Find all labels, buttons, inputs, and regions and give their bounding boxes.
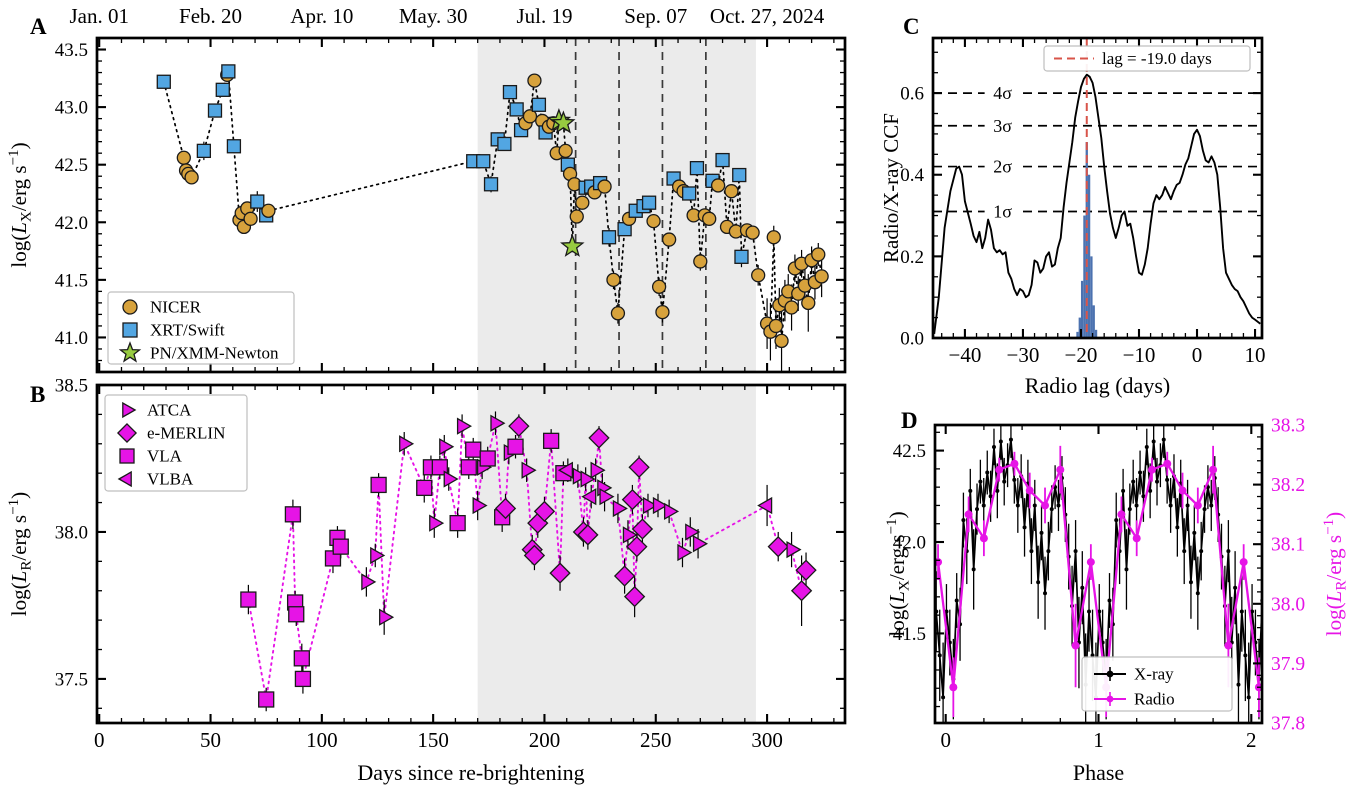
legend-label: e-MERLIN xyxy=(147,424,225,443)
x-axis-title: Radio lag (days) xyxy=(1025,373,1170,398)
tick-label: 37.5 xyxy=(55,669,88,690)
ccf-curve xyxy=(933,73,1261,335)
date-tick-label: Oct. 27, 2024 xyxy=(710,4,825,28)
tick-label: 0 xyxy=(940,728,951,752)
legend-label: PN/XMM-Newton xyxy=(150,344,279,363)
tick-label: 41.0 xyxy=(55,328,88,349)
tick-label: 0.6 xyxy=(900,84,924,105)
y-axis-title-right: log(LR/erg s−1) xyxy=(1321,512,1350,636)
tick-label: 0.0 xyxy=(900,329,924,350)
tick-label: 50 xyxy=(200,728,221,752)
series-a xyxy=(156,64,829,372)
sigma-label: 1σ xyxy=(993,201,1012,221)
legend-label: ATCA xyxy=(147,401,192,420)
legend-c: lag = -19.0 days xyxy=(1043,45,1251,72)
panel-letter-a: A xyxy=(30,14,47,39)
panel-letter-c: C xyxy=(903,14,920,39)
tick-label: −40 xyxy=(948,343,981,367)
axes-c: 0.0 0.2 0.4 0.6 −40 −30 −20 −10 0 10 xyxy=(900,36,1266,367)
tick-label: 200 xyxy=(529,728,561,752)
panel-d: 41.5 42.0 42.5 37.8 37.9 38.0 38.1 38.2 38.3 0 1 2 P… xyxy=(884,408,1350,785)
tick-label: −20 xyxy=(1065,343,1098,367)
tick-label: 250 xyxy=(640,728,672,752)
legend-label: lag = -19.0 days xyxy=(1102,49,1212,68)
y-axis-title: Radio/X-ray CCF xyxy=(879,113,903,263)
tick-label: 42.5 xyxy=(55,155,88,176)
tick-label: 0.4 xyxy=(900,165,924,186)
y-axis-title-left: log(LX/erg s−1) xyxy=(884,511,913,636)
date-tick-label: Sep. 07 xyxy=(624,4,687,28)
tick-label: 100 xyxy=(306,728,338,752)
tick-label: 42.0 xyxy=(55,213,88,234)
tick-label: 38.0 xyxy=(1271,594,1305,615)
tick-label: 150 xyxy=(417,728,449,752)
axes-a: 41.0 41.5 42.0 42.5 43.0 43.5 xyxy=(55,36,847,374)
shaded-observing-window xyxy=(477,385,756,723)
tick-label: 42.0 xyxy=(893,533,926,554)
panel-letter-d: D xyxy=(901,408,918,433)
tick-label: 43.0 xyxy=(55,98,88,119)
tick-label: 37.9 xyxy=(1271,654,1305,675)
axes-d: 41.5 42.0 42.5 37.8 37.9 38.0 38.1 38.2 38.3 0 1 2 xyxy=(893,416,1305,753)
y-axis-title: log(LR/erg s−1) xyxy=(6,492,35,616)
tick-label: 1 xyxy=(1093,728,1104,752)
shaded-observing-window xyxy=(477,38,756,372)
legend-label: VLBA xyxy=(147,470,194,489)
panel-c: 1σ 2σ 3σ 4σ 0.0 0.2 0.4 0.6 −40 −30 −20 −10 0 10 Radio… xyxy=(879,14,1266,398)
legend-label: Radio xyxy=(1134,690,1175,709)
panel-letter-b: B xyxy=(30,382,45,407)
axes-b: 37.5 38.0 38.5 0 50 100 150 200 250 300 xyxy=(55,376,847,752)
legend-label: X-ray xyxy=(1134,665,1174,684)
x-axis-title: Phase xyxy=(1073,760,1124,785)
date-tick-label: Apr. 10 xyxy=(290,4,353,28)
tick-label: 43.5 xyxy=(55,40,88,61)
sigma-significance-lines: 1σ 2σ 3σ 4σ xyxy=(933,83,1262,221)
legend-label: XRT/Swift xyxy=(150,321,225,340)
tick-label: 41.5 xyxy=(893,624,926,645)
top-date-axis: Jan. 01 Feb. 20 Apr. 10 May. 30 Jul. 19 Sep. … xyxy=(69,4,824,28)
tick-label: 0 xyxy=(1192,343,1203,367)
date-tick-label: Jan. 01 xyxy=(69,4,129,28)
tick-label: 38.0 xyxy=(55,522,88,543)
tick-label: 300 xyxy=(751,728,783,752)
y-axis-title: log(LX/erg s−1) xyxy=(6,142,35,267)
legend-label: VLA xyxy=(147,447,183,466)
date-tick-label: Jul. 19 xyxy=(516,4,572,28)
sigma-label: 4σ xyxy=(993,83,1012,103)
date-tick-label: Feb. 20 xyxy=(179,4,242,28)
sigma-label: 3σ xyxy=(993,116,1012,136)
tick-label: 2 xyxy=(1246,728,1257,752)
sigma-label: 2σ xyxy=(993,157,1012,177)
tick-label: 38.3 xyxy=(1271,416,1305,437)
panel-b: 37.5 38.0 38.5 0 50 100 150 200 250 300 log(LR/erg… xyxy=(6,376,847,785)
tick-label: 42.5 xyxy=(893,441,926,462)
tick-label: 0.2 xyxy=(900,247,924,268)
x-axis-title: Days since re-brightening xyxy=(357,760,584,785)
tick-label: 38.2 xyxy=(1271,475,1305,496)
tick-label: −10 xyxy=(1123,343,1156,367)
tick-label: 38.1 xyxy=(1271,535,1305,556)
legend-d: X-ray Radio xyxy=(1081,656,1233,712)
date-tick-label: May. 30 xyxy=(399,4,468,28)
tick-label: 41.5 xyxy=(55,270,88,291)
tick-label: −30 xyxy=(1007,343,1040,367)
tick-label: 10 xyxy=(1245,343,1266,367)
tick-label: 0 xyxy=(94,728,105,752)
legend-a: NICER XRT/Swift PN/XMM-Newton xyxy=(107,291,295,365)
tick-label: 37.8 xyxy=(1271,714,1305,735)
panel-a: 41.0 41.5 42.0 42.5 43.0 43.5 Jan. 01 Feb. 20 Ap… xyxy=(6,4,847,374)
series-b xyxy=(240,411,817,712)
tick-label: 38.5 xyxy=(55,376,88,397)
legend-b: ATCA e-MERLIN VLA VLBA xyxy=(104,394,248,492)
legend-label: NICER xyxy=(150,298,202,317)
connecting-dotted-line xyxy=(247,422,807,700)
